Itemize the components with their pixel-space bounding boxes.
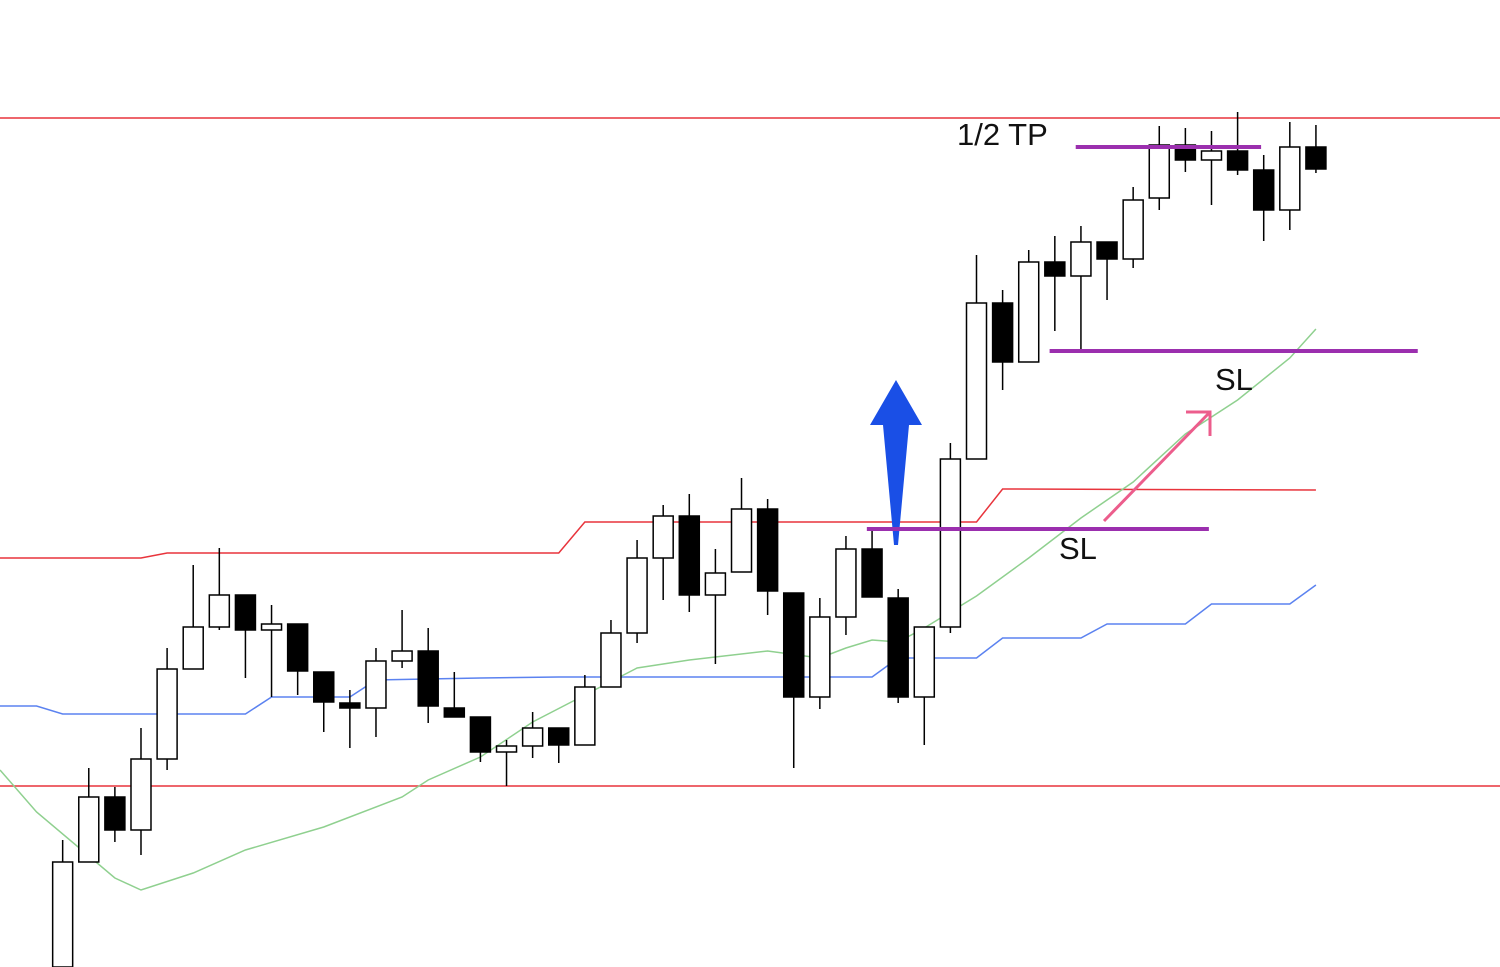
indicator-lines xyxy=(0,117,1500,891)
candle-body xyxy=(234,594,257,631)
sl-label: SL xyxy=(1215,362,1253,397)
candle-body xyxy=(574,686,596,746)
indicator-line xyxy=(0,584,1317,715)
candle-body xyxy=(1252,169,1275,211)
candles xyxy=(51,112,1327,967)
candle-body xyxy=(417,650,439,707)
candle-body xyxy=(887,597,909,698)
candle-body xyxy=(782,592,805,698)
candle-body xyxy=(521,727,544,747)
candle-body xyxy=(391,650,413,662)
candle-body xyxy=(730,508,753,573)
candle-body xyxy=(809,616,831,698)
tp-label: 1/2 TP xyxy=(957,117,1048,152)
candle-body xyxy=(600,632,622,688)
candle-body xyxy=(939,458,962,628)
candle-body xyxy=(104,796,126,831)
candle-body xyxy=(495,745,518,753)
candle-body xyxy=(286,623,309,672)
candle-body xyxy=(313,671,335,703)
candle-body xyxy=(1070,241,1092,277)
trail-arrow xyxy=(1102,410,1212,523)
indicator-line xyxy=(0,328,1317,891)
candle-body xyxy=(1279,146,1301,211)
candle-body xyxy=(156,668,178,760)
candle-body xyxy=(1305,146,1327,170)
candle-body xyxy=(1122,199,1144,260)
candle-body xyxy=(626,557,648,634)
candle-body xyxy=(130,758,152,831)
candle-body xyxy=(365,660,387,709)
candle-body xyxy=(51,861,74,967)
candle-body xyxy=(704,572,727,596)
candle-body xyxy=(182,626,204,670)
candle-body xyxy=(1017,261,1040,363)
candle-body xyxy=(1226,150,1249,171)
candle-body xyxy=(678,515,701,596)
candle-body xyxy=(443,707,466,718)
entry-arrow xyxy=(870,380,922,545)
candle-body xyxy=(991,302,1014,363)
candle-body xyxy=(965,302,988,460)
candle-body xyxy=(835,548,857,618)
candle-body xyxy=(339,702,361,709)
candle-body xyxy=(756,508,779,592)
candle-body xyxy=(861,548,883,598)
candle-body xyxy=(1096,241,1118,260)
sl-label: SL xyxy=(1059,531,1097,566)
candle-body xyxy=(1200,150,1223,161)
candle-body xyxy=(1044,261,1066,277)
candle-body xyxy=(652,515,674,559)
candle-body xyxy=(1148,144,1171,199)
candle-body xyxy=(469,716,492,753)
indicator-line xyxy=(0,488,1316,559)
candle-body xyxy=(547,727,570,746)
candle-body xyxy=(208,594,231,628)
candle-body xyxy=(260,623,283,631)
candle-body xyxy=(78,796,100,863)
candle-body xyxy=(913,626,936,698)
